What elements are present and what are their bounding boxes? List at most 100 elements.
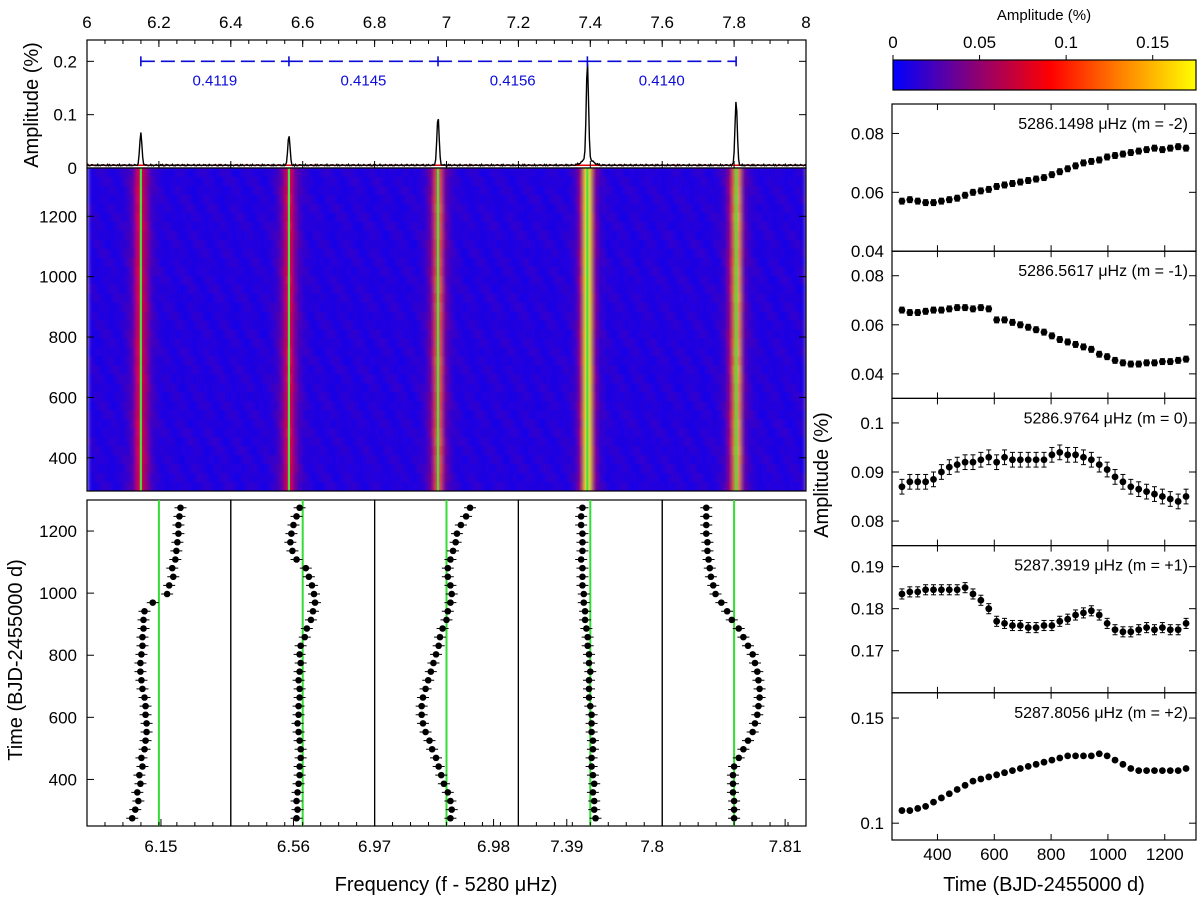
heatmap-cell <box>529 302 536 313</box>
heatmap-cell <box>457 176 464 187</box>
heatmap-cell <box>651 212 658 223</box>
heatmap-cell <box>258 302 265 313</box>
heatmap-cell <box>767 446 774 456</box>
heatmap-cell <box>346 302 354 313</box>
heatmap-cell <box>131 374 138 384</box>
heatmap-cell <box>562 365 569 375</box>
heatmap-cell <box>590 482 597 491</box>
heatmap-cell <box>142 410 149 420</box>
heatmap-cell <box>723 338 730 349</box>
heatmap-cell <box>407 482 414 491</box>
heatmap-cell <box>673 455 680 465</box>
heatmap-cell <box>175 464 182 474</box>
heatmap-cell <box>518 266 525 277</box>
heatmap-cell <box>302 374 309 384</box>
heatmap-cell <box>573 464 580 474</box>
heatmap-cell <box>247 239 254 250</box>
heatmap-cell <box>175 365 182 375</box>
heatmap-cell <box>153 356 160 366</box>
heatmap-cell <box>656 203 663 214</box>
heatmap-cell <box>280 392 287 402</box>
heatmap-cell <box>87 329 94 340</box>
heatmap-cell <box>468 428 475 438</box>
heatmap-cell <box>109 293 116 304</box>
heatmap-cell <box>750 446 757 456</box>
heatmap-cell <box>662 383 669 393</box>
heatmap-cell <box>711 302 719 313</box>
heatmap-cell <box>142 221 149 232</box>
heatmap-cell <box>640 257 647 268</box>
heatmap-cell <box>700 266 708 277</box>
data-point <box>447 814 454 822</box>
heatmap-cell <box>772 203 779 214</box>
heatmap-cell <box>778 320 785 331</box>
heatmap-cell <box>551 176 558 187</box>
heatmap-cell <box>214 239 221 250</box>
heatmap-cell <box>114 383 121 393</box>
heatmap-cell <box>236 347 243 358</box>
heatmap-cell <box>546 212 553 223</box>
heatmap-cell <box>440 374 448 384</box>
heatmap-cell <box>169 464 177 474</box>
heatmap-cell <box>479 284 486 295</box>
heatmap-cell <box>169 374 177 384</box>
heatmap-cell <box>590 401 597 411</box>
heatmap-cell <box>750 437 757 447</box>
heatmap-cell <box>418 374 425 384</box>
heatmap-cell <box>280 266 287 277</box>
heatmap-cell <box>319 311 326 322</box>
heatmap-cell <box>590 320 597 331</box>
heatmap-cell <box>346 392 354 402</box>
heatmap-cell <box>418 365 425 375</box>
heatmap-cell <box>391 230 398 241</box>
data-point <box>142 702 149 710</box>
heatmap-cell <box>789 168 796 178</box>
heatmap-cell <box>385 257 392 268</box>
heatmap-cell <box>794 464 802 474</box>
heatmap-cell <box>396 365 403 375</box>
heatmap-cell <box>551 401 558 411</box>
heatmap-cell <box>153 266 160 277</box>
heatmap-cell <box>711 311 719 322</box>
heatmap-cell <box>391 374 398 384</box>
heatmap-cell <box>601 437 608 447</box>
heatmap-cell <box>678 302 685 313</box>
heatmap-cell <box>474 185 481 196</box>
heatmap-cell <box>634 365 641 375</box>
heatmap-cell <box>678 437 685 447</box>
heatmap-cell <box>446 428 453 438</box>
heatmap-frame <box>86 167 807 492</box>
heatmap-cell <box>363 464 370 474</box>
heatmap-cell <box>783 482 791 491</box>
heatmap-cell <box>413 473 420 483</box>
data-point <box>289 547 296 555</box>
heatmap-cell <box>158 168 166 178</box>
heatmap-cell <box>142 482 149 491</box>
heatmap-cell <box>275 302 282 313</box>
heatmap-cell <box>241 230 248 241</box>
heatmap-cell <box>125 176 132 187</box>
heatmap-cell <box>496 365 503 375</box>
heatmap-cell <box>546 374 553 384</box>
heatmap-cell <box>767 230 774 241</box>
heatmap-cell <box>684 356 691 366</box>
heatmap-cell <box>606 302 614 313</box>
heatmap-cell <box>258 194 265 205</box>
heatmap-cell <box>169 383 177 393</box>
heatmap-cell <box>214 347 221 358</box>
heatmap-cell <box>512 239 519 250</box>
heatmap-cell <box>131 419 138 429</box>
heatmap-cell <box>711 482 719 491</box>
heatmap-cell <box>297 428 304 438</box>
heatmap-cell <box>369 473 376 483</box>
heatmap-cell <box>374 194 381 205</box>
heatmap-cell <box>523 392 531 402</box>
heatmap-cell <box>678 230 685 241</box>
heatmap-cell <box>573 347 580 358</box>
heatmap-cell <box>546 365 553 375</box>
heatmap-cell <box>684 401 691 411</box>
heatmap-cell <box>385 230 392 241</box>
heatmap-cell <box>761 383 768 393</box>
heatmap-cell <box>92 356 99 366</box>
heatmap-cell <box>452 365 459 375</box>
